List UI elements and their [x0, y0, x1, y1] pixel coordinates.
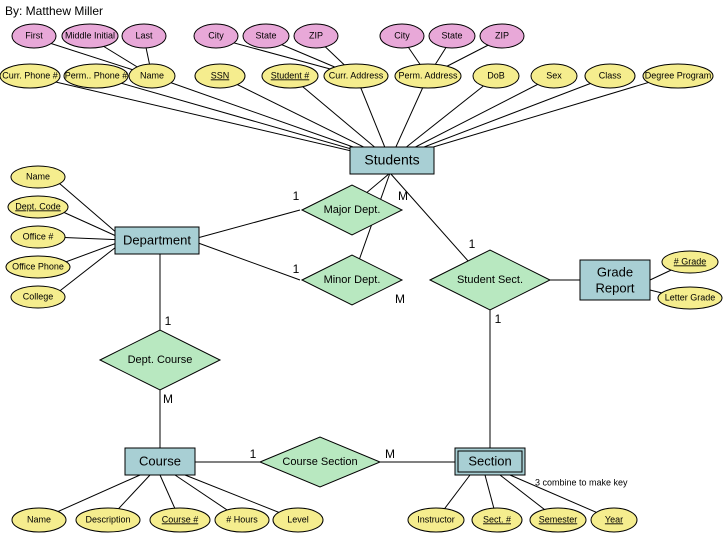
svg-text:Curr. Address: Curr. Address — [329, 70, 384, 80]
edge — [190, 240, 300, 280]
er-diagram: By: Matthew Miller — [0, 0, 728, 546]
svg-text:Student Sect.: Student Sect. — [457, 274, 523, 286]
svg-text:City: City — [208, 30, 224, 40]
svg-text:Section: Section — [468, 453, 511, 468]
svg-text:City: City — [394, 30, 410, 40]
svg-text:# Grade: # Grade — [674, 256, 707, 266]
svg-text:1: 1 — [165, 314, 172, 328]
svg-text:M: M — [385, 447, 395, 461]
svg-text:Perm. Address: Perm. Address — [398, 70, 458, 80]
svg-text:State: State — [255, 30, 276, 40]
svg-text:Major Dept.: Major Dept. — [324, 204, 381, 216]
svg-text:M: M — [395, 292, 405, 306]
edge — [96, 76, 390, 160]
svg-text:Class: Class — [599, 70, 622, 80]
svg-text:1: 1 — [469, 237, 476, 251]
byline: By: Matthew Miller — [5, 4, 103, 18]
svg-text:Curr. Phone #: Curr. Phone # — [2, 70, 58, 80]
svg-text:Course #: Course # — [162, 514, 199, 524]
svg-text:Grade: Grade — [597, 264, 633, 279]
svg-text:College: College — [23, 291, 54, 301]
svg-text:State: State — [441, 30, 462, 40]
svg-text:Report: Report — [595, 280, 634, 295]
svg-text:1: 1 — [293, 189, 300, 203]
svg-text:# Hours: # Hours — [226, 514, 258, 524]
svg-text:Department: Department — [123, 232, 191, 247]
svg-text:Office #: Office # — [23, 231, 54, 241]
svg-text:DoB: DoB — [487, 70, 505, 80]
svg-text:Name: Name — [26, 171, 50, 181]
section-note: 3 combine to make key — [535, 477, 628, 487]
svg-text:Instructor: Instructor — [417, 514, 455, 524]
svg-text:Student #: Student # — [271, 70, 310, 80]
svg-text:Students: Students — [364, 152, 419, 168]
svg-text:Semester: Semester — [539, 514, 578, 524]
svg-text:Perm.. Phone #: Perm.. Phone # — [65, 70, 128, 80]
svg-text:Dept. Code: Dept. Code — [15, 201, 61, 211]
svg-text:Middle Initial: Middle Initial — [65, 30, 115, 40]
svg-text:Minor Dept.: Minor Dept. — [324, 274, 381, 286]
edge — [30, 76, 390, 160]
svg-text:Dept. Course: Dept. Course — [128, 354, 193, 366]
svg-text:Office Phone: Office Phone — [12, 261, 64, 271]
svg-text:Sect. #: Sect. # — [483, 514, 511, 524]
svg-text:Degree Program: Degree Program — [645, 70, 712, 80]
svg-text:Level: Level — [287, 514, 309, 524]
svg-text:Course: Course — [139, 453, 181, 468]
svg-text:M: M — [163, 392, 173, 406]
svg-text:Sex: Sex — [546, 70, 562, 80]
edge — [190, 210, 300, 240]
svg-text:Year: Year — [605, 514, 623, 524]
svg-text:SSN: SSN — [211, 70, 230, 80]
svg-text:First: First — [25, 30, 43, 40]
svg-text:1: 1 — [250, 447, 257, 461]
svg-text:Name: Name — [27, 514, 51, 524]
svg-text:Letter Grade: Letter Grade — [665, 292, 716, 302]
svg-text:Last: Last — [135, 30, 153, 40]
svg-text:M: M — [398, 189, 408, 203]
svg-text:Course Section: Course Section — [282, 456, 357, 468]
svg-text:Description: Description — [85, 514, 130, 524]
svg-text:ZIP: ZIP — [309, 30, 323, 40]
svg-text:1: 1 — [495, 312, 502, 326]
svg-text:Name: Name — [140, 70, 164, 80]
svg-text:ZIP: ZIP — [495, 30, 509, 40]
svg-text:1: 1 — [293, 262, 300, 276]
